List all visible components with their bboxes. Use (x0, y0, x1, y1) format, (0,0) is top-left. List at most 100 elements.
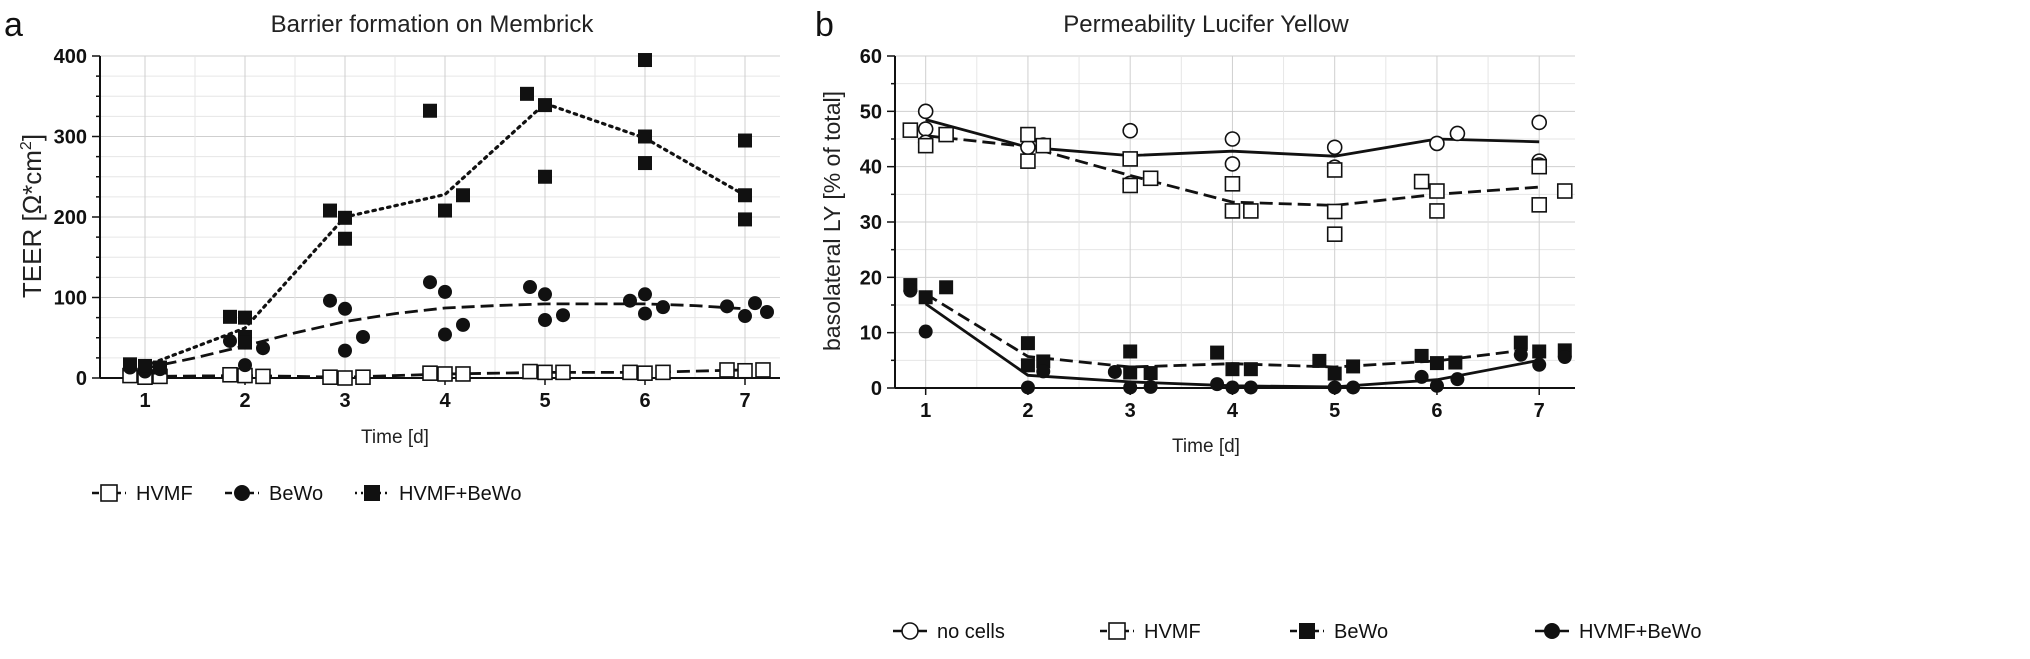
panel-a-series-2-point (138, 358, 152, 373)
panel-b-series-2-point (1210, 345, 1225, 360)
panel-b-series-1-point (1035, 137, 1052, 154)
panel-a-xtick-label: 7 (739, 390, 750, 412)
legend-item: BeWo (225, 483, 323, 505)
panel-b-series-2-point (1414, 348, 1429, 363)
panel-a-label: a (4, 6, 23, 44)
panel-a-series-0-point (537, 364, 553, 381)
panel-b-series-3-point (1225, 380, 1240, 395)
panel-b-series-3-point (1107, 364, 1122, 379)
panel-b-xlabel: Time [d] (1172, 436, 1240, 457)
panel-b-series-1-point (917, 137, 934, 154)
panel-a-points (122, 53, 774, 386)
panel-b-series-2-point (1513, 335, 1528, 350)
panel-b-ytick-label: 50 (860, 101, 882, 123)
panel-a-series-2-point (223, 309, 237, 324)
panel-b-series-3-point (1243, 380, 1258, 395)
legend-item: HVMF+BeWo (355, 483, 521, 505)
panel-a-series-1-point (720, 299, 734, 314)
panel-b-series-1-point (1224, 176, 1241, 192)
panel-b-xtick-label: 4 (1227, 400, 1239, 422)
legend-item: HVMF (1100, 621, 1201, 643)
panel-b-series-3-point (1210, 377, 1225, 392)
panel-b-points (902, 103, 1573, 395)
panel-a-series-2-point (538, 169, 552, 184)
panel-b-series-0-point (917, 103, 934, 120)
panel-a-series-2-point (338, 231, 352, 246)
panel-a-series-1-point (223, 333, 237, 348)
legend-label: HVMF+BeWo (1579, 621, 1701, 643)
panel-a-ylabel-sup: 2 (18, 141, 35, 150)
panel-a-series-2-point (738, 188, 752, 203)
panel-b-series-0-point (1326, 139, 1343, 156)
panel-b-series-1-point (1429, 203, 1445, 219)
panel-a-series-1-point (238, 358, 252, 373)
panel-b-ytick-label: 60 (860, 46, 882, 68)
panel-a-ylabel: TEER [Ω*cm2] (17, 134, 47, 298)
panel-a-series-1-point (438, 284, 452, 299)
panel-b-series-1-point (1020, 153, 1036, 169)
legend-b: no cells HVMF BeWo HVMF+BeWo (893, 621, 1701, 643)
panel-a-ytick-label: 400 (54, 46, 87, 68)
panel-b-series-1-point (1531, 197, 1548, 213)
panel-b-series-3-point (1346, 380, 1361, 395)
panel-a-series-1-point (323, 293, 337, 308)
legend-label: BeWo (1334, 621, 1388, 643)
panel-a-series-2-point (423, 103, 437, 118)
panel-a-series-2-point (456, 188, 470, 203)
panel-a: 0 100 200 300 400 1 2 3 4 5 6 7 (54, 46, 780, 412)
panel-a-series-0-point (737, 362, 753, 379)
panel-b-ytick-label: 40 (860, 157, 882, 179)
panel-a-ylabel-end: ] (17, 134, 47, 141)
panel-b-series-2-point (1532, 344, 1547, 359)
panel-a-series-2-point (238, 310, 252, 325)
legend-marker (1108, 622, 1126, 640)
panel-b-series-3-point (1450, 372, 1465, 387)
legend-label: no cells (937, 621, 1005, 643)
panel-b-xtick-label: 3 (1125, 400, 1136, 422)
panel-b-series-0-point (1224, 156, 1241, 172)
panel-b-xtick-label: 1 (920, 400, 931, 422)
panel-a-series-1-point (256, 341, 270, 356)
panel-b-series-1-point (1326, 226, 1343, 242)
panel-a-ytick-label: 0 (76, 368, 87, 390)
panel-b-ytick-label: 30 (860, 212, 882, 234)
panel-a-series-1-point (738, 309, 752, 324)
panel-b-series-3-point (1532, 357, 1547, 372)
panel-b-series-3-point (1036, 364, 1051, 379)
panel-b-series-2-point (1123, 365, 1138, 380)
panel-a-series-0-point (455, 366, 471, 382)
panel-a-series-2-point (238, 335, 252, 350)
panel-a-xtick-label: 2 (239, 390, 250, 412)
panel-b-series-2-point (1327, 366, 1342, 381)
panel-a-series-1-point (338, 301, 352, 316)
panel-a-series-0-point (422, 365, 438, 381)
panel-b-series-3-point (918, 324, 933, 339)
panel-a-series-1-point (760, 304, 774, 319)
panel-b-series-2-point (1346, 359, 1361, 374)
panel-a-xtick-label: 3 (339, 390, 350, 412)
panel-a-series-0-point (322, 369, 338, 385)
panel-a-series-2-point (153, 360, 167, 375)
panel-b-xtick-label: 6 (1431, 400, 1442, 422)
panel-b-series-1-point (1429, 183, 1445, 199)
panel-b-series-3-point (1327, 380, 1342, 395)
panel-b-ytick-label: 10 (860, 323, 882, 345)
panel-b-series-3-point (1557, 350, 1572, 365)
panel-b-xtick-label: 2 (1022, 400, 1033, 422)
panel-b-xtick-label: 5 (1329, 400, 1340, 422)
legend-item: no cells (893, 621, 1005, 643)
legend-a: HVMF BeWo HVMF+BeWo (92, 483, 521, 505)
panel-a-series-1-point (438, 327, 452, 342)
panel-a-series-0-point (437, 366, 453, 382)
panel-a-xlabel: Time [d] (361, 427, 429, 448)
panel-b-series-2-point (1312, 353, 1327, 368)
panel-a-xtick-label: 5 (539, 390, 550, 412)
panel-a-series-0-point (255, 368, 271, 385)
panel-b-series-1-point (1122, 151, 1138, 167)
panel-b-series-2-point (939, 280, 954, 295)
panel-b-label: b (815, 6, 834, 44)
panel-b-series-2-point (1020, 336, 1035, 351)
panel-b-title: Permeability Lucifer Yellow (1063, 11, 1349, 38)
panel-b-series-1-point (1122, 177, 1138, 194)
legend-item: BeWo (1290, 621, 1388, 643)
